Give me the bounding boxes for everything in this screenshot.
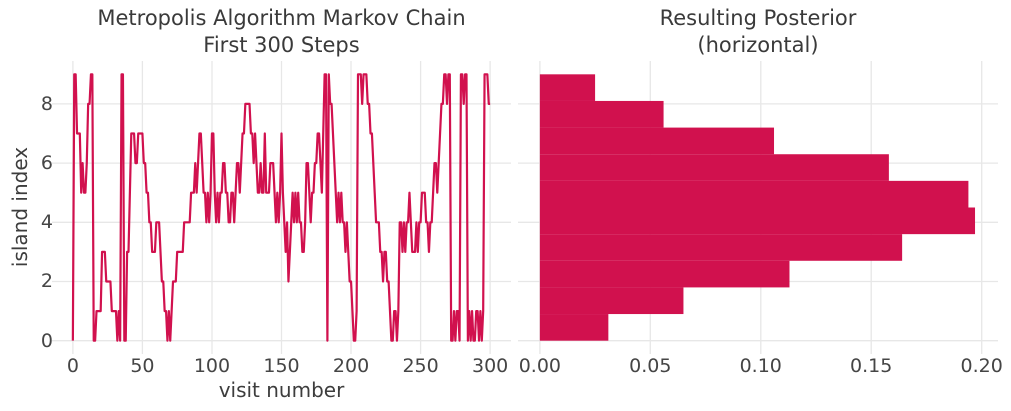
right-chart-title-line2: (horizontal): [697, 32, 819, 57]
posterior-bar-island-4: [539, 207, 976, 235]
right-chart-title: Resulting Posterior (horizontal): [518, 5, 998, 58]
tick-label: 0.00: [518, 355, 562, 377]
markov-chain-trace-plot: [52, 61, 511, 354]
posterior-histogram-svg: [518, 61, 998, 354]
posterior-histogram-plot: [518, 61, 998, 354]
tick-label: 2: [40, 270, 53, 293]
right-chart-title-line1: Resulting Posterior: [659, 6, 857, 30]
posterior-bar-island-0: [539, 314, 609, 341]
tick-label: 0.05: [629, 355, 672, 377]
tick-label: 6: [40, 152, 53, 175]
tick-label: 300: [471, 355, 509, 377]
tick-label: 0.15: [850, 355, 893, 377]
markov-chain-trace-line: [71, 73, 491, 342]
tick-label: 0: [66, 355, 79, 377]
tick-label: 0.20: [960, 355, 1003, 377]
posterior-bar-island-9: [539, 74, 596, 101]
tick-label: 200: [332, 355, 370, 377]
tick-label: 4: [40, 211, 53, 234]
left-chart-title-line1: Metropolis Algorithm Markov Chain: [97, 6, 466, 30]
left-x-axis-label: visit number: [218, 378, 345, 402]
posterior-bar-island-2: [539, 260, 790, 288]
posterior-bar-island-7: [539, 127, 775, 155]
posterior-bar-island-6: [539, 154, 889, 181]
posterior-bar-island-8: [539, 100, 664, 128]
tick-label: 0: [40, 329, 53, 352]
tick-label: 250: [402, 355, 439, 377]
left-chart-title-line2: First 300 Steps: [203, 32, 360, 57]
markov-chain-trace-svg: [52, 61, 511, 354]
posterior-bar-island-1: [539, 287, 684, 315]
left-chart-title: Metropolis Algorithm Markov Chain First …: [52, 5, 511, 58]
tick-label: 8: [40, 92, 53, 115]
tick-label: 50: [130, 355, 155, 377]
posterior-bar-island-3: [539, 234, 903, 261]
tick-label: 150: [263, 355, 300, 377]
tick-label: 0.10: [739, 355, 782, 377]
posterior-bar-island-5: [539, 180, 969, 208]
tick-label: 100: [193, 355, 231, 377]
